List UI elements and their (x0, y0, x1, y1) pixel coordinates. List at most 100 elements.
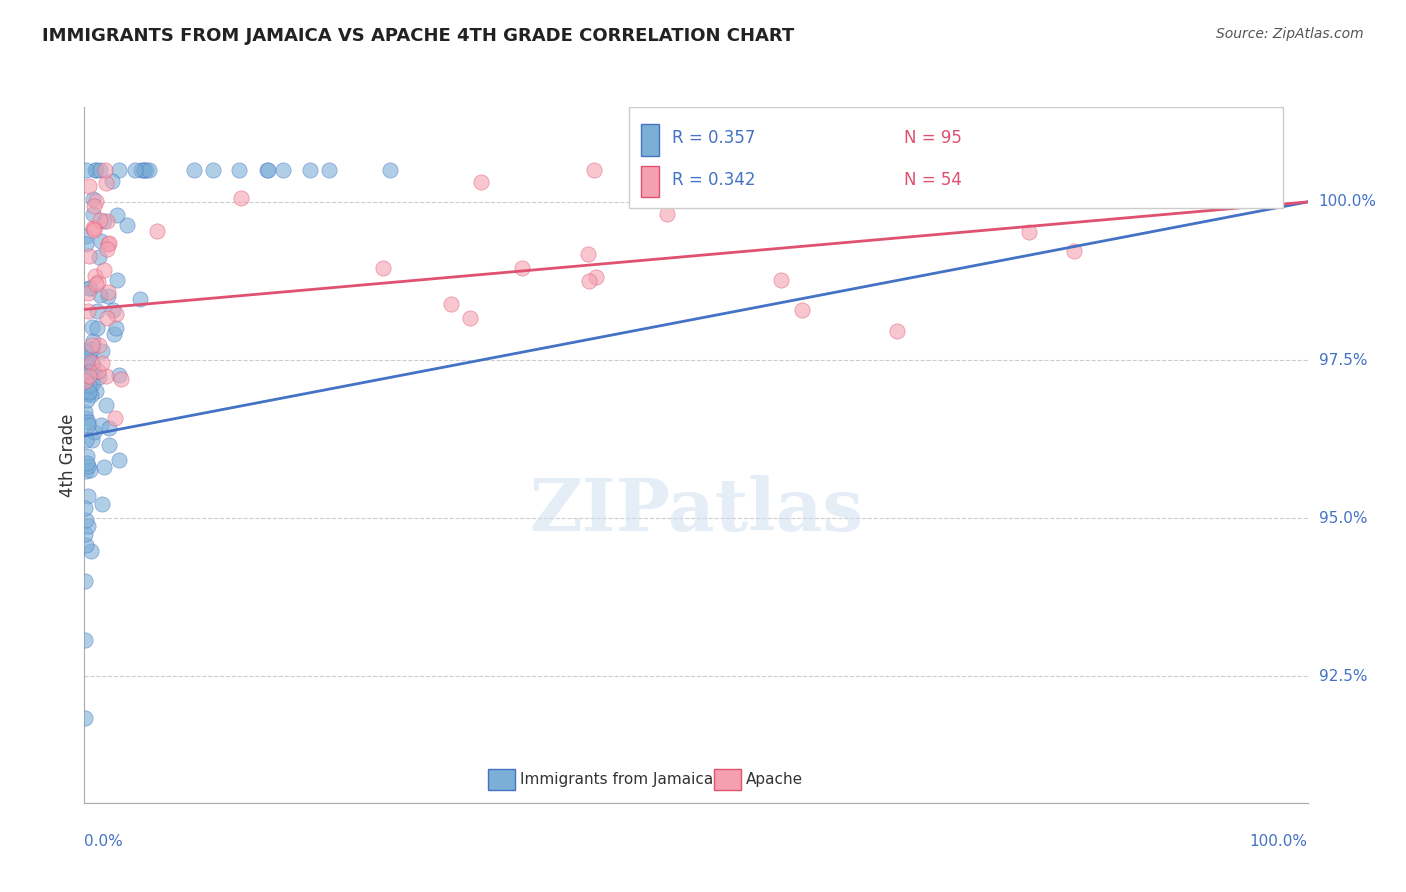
Point (128, 292, 150, 306)
Point (77, 378, 100, 392)
Point (93, 163, 115, 178)
Point (886, 324, 908, 338)
Point (91, 356, 114, 370)
Y-axis label: 4th Grade: 4th Grade (59, 413, 77, 497)
Point (257, 163, 280, 178)
Point (73, 526, 96, 541)
Point (132, 163, 155, 178)
Point (73, 574, 96, 588)
Bar (714, 770, 741, 790)
Point (82, 357, 104, 371)
Point (84, 163, 107, 178)
Point (76, 362, 98, 376)
Point (769, 273, 792, 287)
Point (77, 281, 100, 295)
Point (107, 163, 129, 178)
Point (83, 221, 105, 235)
Point (1018, 226, 1040, 240)
Point (86, 303, 108, 318)
Point (73, 384, 96, 398)
Point (887, 163, 910, 178)
Point (97, 235, 120, 250)
Text: 100.0%: 100.0% (1319, 194, 1376, 210)
Point (77, 384, 100, 399)
Point (77, 350, 100, 364)
Point (1116, 163, 1139, 178)
Point (94, 176, 117, 190)
Bar (488, 770, 515, 790)
Point (97, 421, 120, 435)
Point (75, 365, 97, 379)
Point (80, 337, 103, 351)
Point (75, 411, 97, 425)
Point (77, 369, 100, 384)
Point (318, 163, 340, 178)
Point (470, 175, 492, 189)
Point (79, 463, 101, 477)
Point (86, 194, 108, 208)
Point (576, 247, 599, 261)
Point (76, 519, 98, 533)
Point (82, 207, 104, 221)
Point (440, 297, 463, 311)
Point (75, 538, 97, 552)
Point (585, 270, 607, 285)
Point (138, 163, 160, 178)
Point (146, 225, 169, 239)
Point (79, 355, 101, 369)
Point (79, 249, 101, 263)
Text: Source: ZipAtlas.com: Source: ZipAtlas.com (1216, 27, 1364, 41)
Point (129, 163, 152, 178)
Text: 97.5%: 97.5% (1319, 352, 1367, 368)
Point (89, 370, 111, 384)
Point (75, 374, 97, 388)
Point (231, 191, 253, 205)
Point (75, 380, 97, 394)
Point (371, 260, 394, 275)
Point (77, 286, 100, 301)
Point (87, 338, 110, 352)
Point (578, 274, 600, 288)
Point (73, 711, 96, 725)
Point (93, 263, 115, 277)
Text: 0.0%: 0.0% (84, 834, 124, 849)
Point (76, 386, 98, 401)
Point (105, 208, 128, 222)
Point (90, 344, 112, 359)
Point (96, 398, 118, 412)
Point (271, 163, 294, 178)
Point (83, 223, 105, 237)
Point (82, 377, 104, 392)
Point (103, 303, 125, 318)
Point (96, 368, 118, 383)
Text: Apache: Apache (747, 772, 803, 788)
Point (105, 273, 128, 287)
Point (84, 163, 107, 178)
Point (75, 433, 97, 447)
Point (107, 452, 129, 467)
Point (79, 365, 101, 379)
Text: R = 0.342: R = 0.342 (672, 171, 755, 189)
Point (1063, 244, 1085, 258)
Point (97, 285, 120, 299)
Point (83, 425, 105, 440)
Point (115, 218, 138, 232)
Point (104, 320, 127, 334)
Point (93, 213, 115, 227)
Point (107, 368, 129, 382)
Point (228, 163, 250, 178)
Point (77, 304, 100, 318)
Point (648, 168, 671, 182)
Point (86, 277, 108, 291)
Point (77, 417, 100, 432)
Point (80, 543, 103, 558)
Point (97, 289, 120, 303)
Bar (641, 124, 659, 156)
Bar (641, 166, 659, 197)
Point (76, 163, 98, 178)
Text: 100.0%: 100.0% (1250, 834, 1308, 849)
Point (89, 163, 111, 178)
Point (183, 163, 205, 178)
Point (87, 250, 110, 264)
Point (75, 237, 97, 252)
